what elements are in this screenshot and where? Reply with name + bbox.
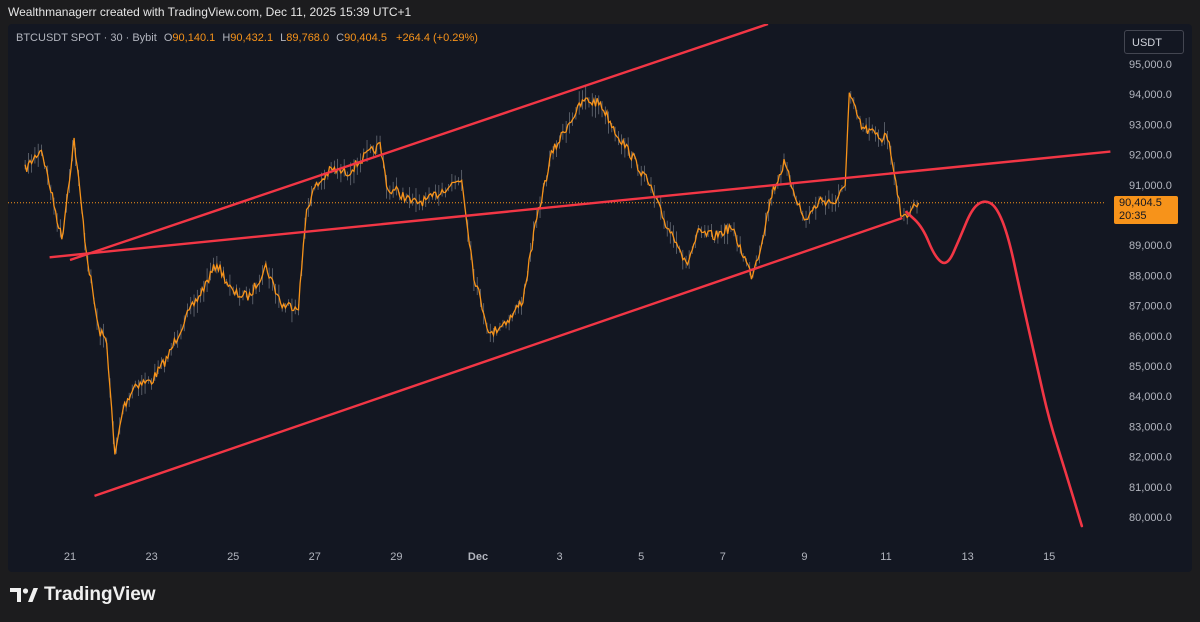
currency-unit-button[interactable]: USDT (1124, 30, 1184, 54)
upper-channel-line[interactable] (49, 150, 1111, 259)
y-tick-label: 82,000.0 (1129, 452, 1172, 464)
attribution-text: Wealthmanagerr created with TradingView.… (8, 5, 412, 19)
symbol-legend[interactable]: BTCUSDT SPOT · 30 · Bybit O90,140.1 H90,… (16, 32, 478, 44)
open-label: O (163, 32, 173, 44)
x-tick-label: 11 (880, 551, 891, 563)
x-tick-label: 9 (801, 551, 807, 563)
last-price-tag: 90,404.5 20:35 (1114, 196, 1178, 224)
y-tick-label: 81,000.0 (1129, 482, 1172, 494)
x-tick-label: 5 (638, 551, 644, 563)
last-price-value: 90,404.5 (1119, 197, 1162, 209)
projection-curve[interactable] (905, 200, 1084, 528)
price-line (24, 92, 920, 455)
x-tick-label: 7 (720, 551, 726, 563)
x-tick-label: 27 (309, 551, 321, 563)
high-value: 90,432.1 (230, 32, 274, 44)
y-tick-label: 88,000.0 (1129, 270, 1172, 282)
low-label: L (280, 32, 287, 44)
symbol-name: BTCUSDT SPOT · 30 · Bybit (16, 32, 157, 44)
close-value: 90,404.5 (344, 32, 387, 44)
lower-channel-line[interactable] (94, 216, 903, 497)
x-tick-label: Dec (468, 551, 488, 563)
open-value: 90,140.1 (172, 32, 216, 44)
x-tick-label: 13 (961, 551, 973, 563)
y-tick-label: 89,000.0 (1129, 240, 1172, 252)
tradingview-logo[interactable]: TradingView (10, 584, 156, 606)
price-series (24, 86, 920, 455)
y-tick-label: 95,000.0 (1129, 59, 1172, 71)
price-chart[interactable]: 95,000.0 94,000.0 93,000.0 92,000.0 91,000.0… (8, 24, 1192, 572)
change-value: +264.4 (+0.29%) (396, 32, 478, 44)
y-tick-label: 91,000.0 (1129, 180, 1172, 192)
y-tick-label: 94,000.0 (1129, 89, 1172, 101)
close-label: C (336, 32, 345, 44)
tradingview-logo-text: TradingView (44, 584, 156, 605)
high-label: H (222, 32, 231, 44)
x-tick-label: 21 (64, 551, 76, 563)
y-tick-label: 87,000.0 (1129, 301, 1172, 313)
upper-channel-line[interactable] (69, 24, 769, 262)
trendline-group (49, 24, 1111, 528)
y-tick-label: 92,000.0 (1129, 150, 1172, 162)
x-axis: 21 23 25 27 29 Dec 3 5 7 9 11 13 15 (64, 551, 1055, 563)
x-tick-label: 29 (390, 551, 402, 563)
y-tick-label: 84,000.0 (1129, 391, 1172, 403)
y-tick-label: 86,000.0 (1129, 331, 1172, 343)
y-tick-label: 93,000.0 (1129, 119, 1172, 131)
bar-countdown: 20:35 (1119, 210, 1147, 222)
tradingview-logo-icon (10, 586, 38, 604)
chart-panel[interactable]: 95,000.0 94,000.0 93,000.0 92,000.0 91,000.0… (8, 24, 1192, 572)
x-tick-label: 3 (557, 551, 563, 563)
low-value: 89,768.0 (286, 32, 330, 44)
attribution-bar: Wealthmanagerr created with TradingView.… (0, 0, 1200, 24)
y-tick-label: 85,000.0 (1129, 361, 1172, 373)
y-axis: 95,000.0 94,000.0 93,000.0 92,000.0 91,000.0… (1129, 59, 1172, 524)
x-tick-label: 23 (145, 551, 157, 563)
y-tick-label: 80,000.0 (1129, 512, 1172, 524)
x-tick-label: 25 (227, 551, 239, 563)
x-tick-label: 15 (1043, 551, 1055, 563)
y-tick-label: 83,000.0 (1129, 421, 1172, 433)
